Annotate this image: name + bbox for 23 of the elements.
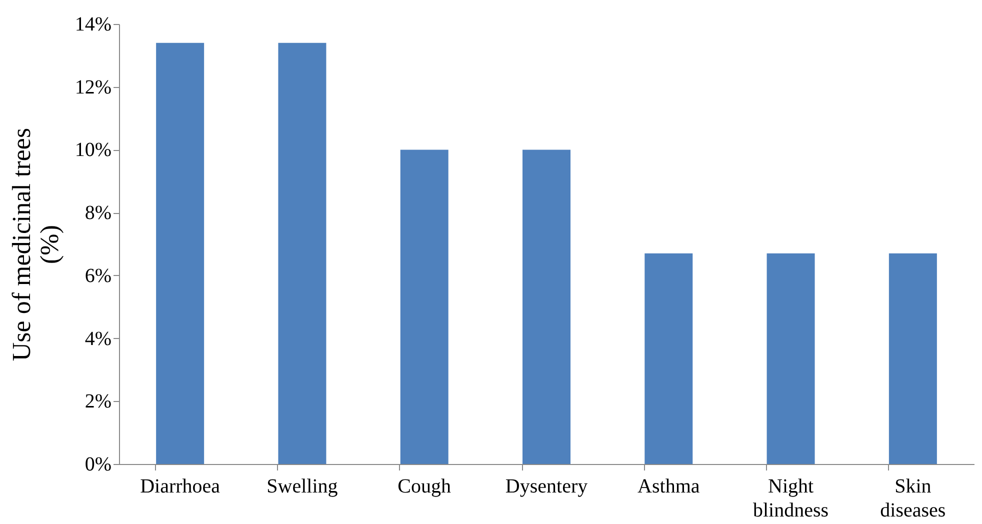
y-tick-label: 2% xyxy=(84,390,112,413)
y-tick-label: 4% xyxy=(84,328,112,350)
y-axis-title: Use of medicinal trees (%) xyxy=(6,128,64,362)
bar xyxy=(888,253,937,464)
bar xyxy=(644,253,693,464)
x-tick-label: Swelling xyxy=(266,476,338,498)
bar xyxy=(156,42,204,464)
x-tick-label: Asthma xyxy=(638,476,700,498)
x-tick-label: Dysentery xyxy=(505,476,588,498)
y-tick-label: 8% xyxy=(84,202,112,224)
bar xyxy=(522,150,570,464)
y-tick-label: 10% xyxy=(74,139,112,162)
y-tick-label: 6% xyxy=(84,264,112,287)
bar xyxy=(400,150,448,464)
y-tick-label: 0% xyxy=(84,454,112,476)
y-tick-label: 12% xyxy=(74,76,112,98)
x-tick-label: Skin diseases xyxy=(880,476,946,522)
bar xyxy=(766,253,815,464)
x-tick-label: Diarrhoea xyxy=(140,476,220,498)
bar xyxy=(278,42,326,464)
y-tick-label: 14% xyxy=(74,14,112,36)
x-tick-label: Night blindness xyxy=(753,476,829,522)
x-tick-label: Cough xyxy=(398,476,452,498)
